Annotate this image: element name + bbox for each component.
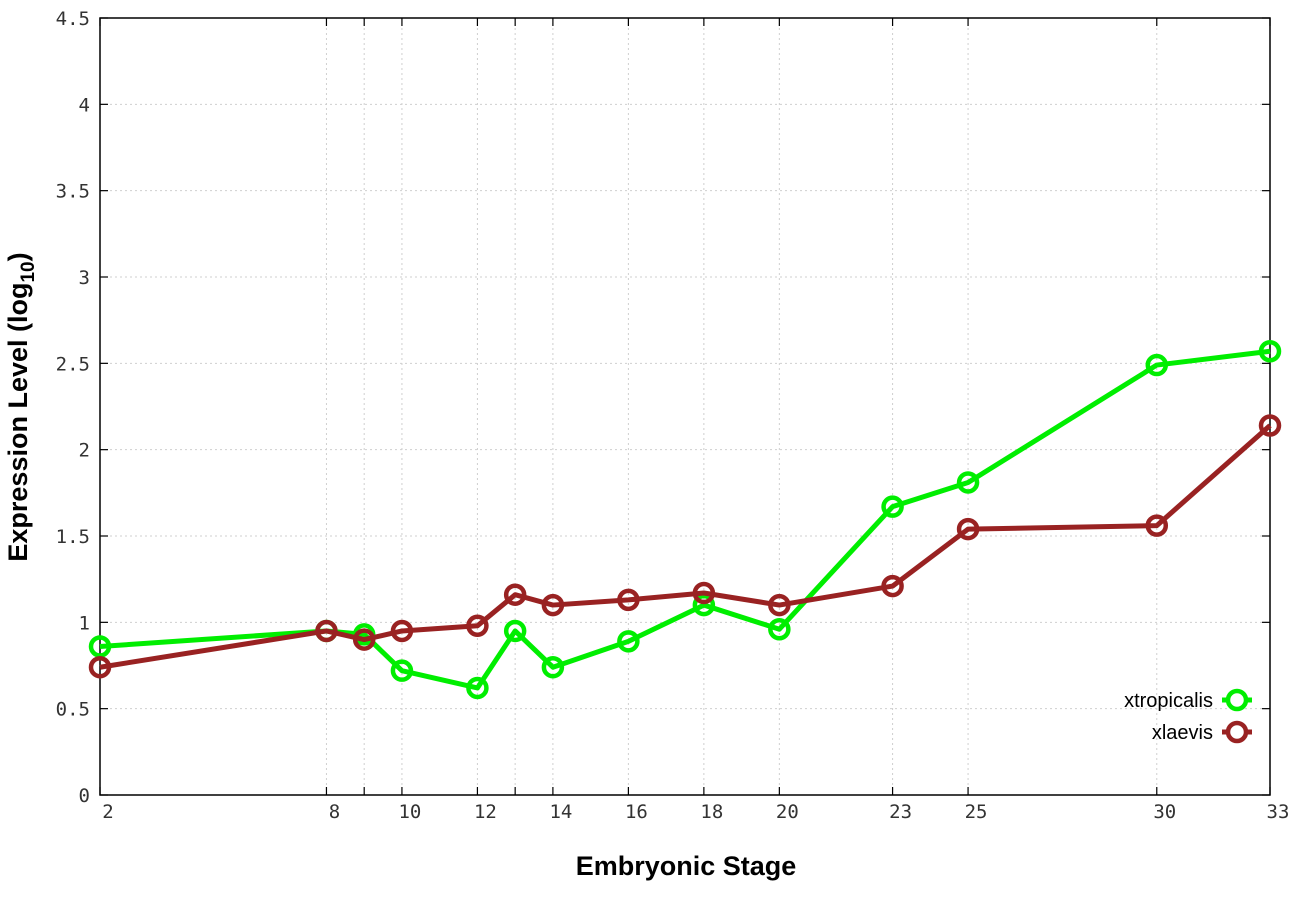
y-axis-title-end: ) [3, 252, 33, 261]
data-point [956, 471, 980, 494]
legend: xtropicalis xlaevis [1124, 688, 1252, 744]
y-tick-label: 1 [79, 612, 90, 634]
legend-label: xlaevis [1152, 722, 1213, 744]
data-point [1258, 414, 1282, 437]
data-point [617, 630, 640, 653]
data-point [541, 655, 565, 679]
legend-label: xtropicalis [1124, 690, 1213, 712]
y-axis-title: Expression Level (log10) [3, 252, 39, 561]
y-tick-label: 2.5 [56, 353, 90, 375]
data-point [503, 619, 527, 643]
plot-frame [99, 17, 1271, 796]
y-tick-label: 2 [79, 440, 90, 462]
data-point [956, 517, 980, 541]
y-tick-label: 4.5 [56, 8, 90, 30]
data-series [88, 339, 1282, 700]
y-tick-label: 3.5 [56, 181, 90, 203]
x-tick-label: 20 [776, 801, 799, 823]
data-point [315, 619, 338, 643]
y-axis-title-subscript: 10 [18, 261, 39, 282]
series-line [99, 423, 1272, 670]
data-point [390, 619, 414, 643]
data-point [390, 659, 414, 682]
y-axis-title-main: Expression Level (log [3, 283, 33, 562]
data-point [768, 593, 791, 617]
x-tick-label: 2 [102, 801, 113, 823]
x-axis-title: Embryonic Stage [576, 851, 797, 881]
x-tick-label: 10 [398, 801, 421, 823]
y-tick-label: 3 [79, 267, 90, 289]
data-point [1145, 353, 1169, 377]
y-tick-label: 0 [79, 785, 90, 807]
data-point [881, 495, 904, 518]
data-point [881, 574, 904, 598]
legend-marker [1225, 720, 1249, 744]
x-tick-label: 8 [329, 801, 340, 823]
y-tick-label: 1.5 [56, 526, 90, 548]
data-point [617, 588, 640, 612]
y-tick-label: 0.5 [56, 699, 90, 721]
x-tick-label: 23 [889, 801, 912, 823]
data-point [88, 655, 112, 679]
data-point [1145, 514, 1169, 537]
x-tick-label: 25 [965, 801, 988, 823]
data-point [466, 676, 489, 700]
y-tick-label: 4 [79, 94, 90, 116]
legend-marker [1225, 688, 1249, 712]
series-xlaevis [88, 414, 1282, 679]
series-xtropicalis [88, 339, 1282, 700]
data-point [541, 593, 565, 617]
data-point [503, 583, 527, 606]
data-point [352, 628, 376, 651]
data-point [1258, 339, 1282, 363]
axes: 2 8 10 12 14 16 18 20 23 25 30 33 0 0.5 1 1.5 2 2.5 3 3.5 4 4… [56, 8, 1290, 823]
x-tick-label: 12 [474, 801, 497, 823]
x-tick-label: 33 [1267, 801, 1290, 823]
data-point [692, 581, 716, 605]
x-tick-label: 30 [1153, 801, 1176, 823]
data-point [88, 635, 112, 658]
data-point [466, 614, 489, 638]
x-tick-label: 16 [625, 801, 648, 823]
x-tick-label: 18 [700, 801, 723, 823]
grid-lines [100, 18, 1270, 795]
data-point [692, 593, 716, 617]
data-point [768, 617, 791, 641]
x-tick-label: 14 [549, 801, 572, 823]
